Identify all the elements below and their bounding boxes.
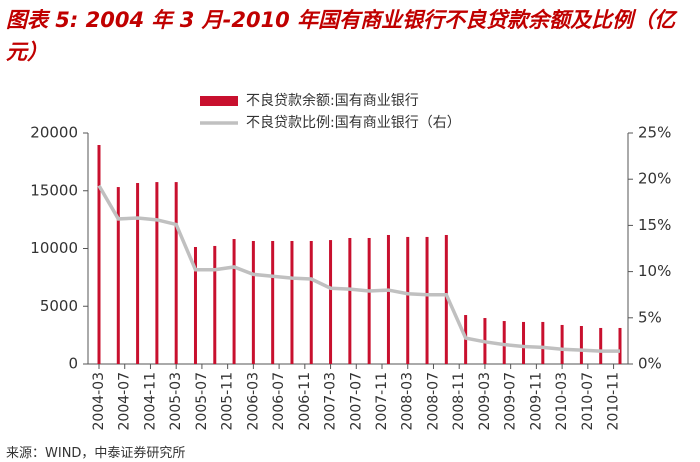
x-tick-label: 2009-11 — [528, 372, 544, 431]
chart: 0 5000 10000 15000 20000 0% 5% 10% 15% 20% 25% 2004… — [30, 92, 671, 431]
bar — [136, 183, 140, 364]
bar — [367, 237, 371, 364]
x-tick-label: 2010-03 — [554, 372, 570, 431]
source-note: 来源：WIND，中泰证券研究所 — [6, 446, 186, 461]
bar — [251, 240, 255, 364]
bar — [329, 240, 333, 364]
x-tick-label: 2004-11 — [142, 372, 158, 431]
y2-tick-label: 25% — [638, 124, 671, 142]
bar — [560, 324, 564, 364]
x-tick-label: 2007-03 — [323, 372, 339, 431]
bar — [290, 240, 294, 364]
x-tick-label: 2008-07 — [425, 372, 441, 431]
chart-title: 图表 5: 2004 年 3 月-2010 年国有商业银行不良贷款余额及比例（亿… — [6, 8, 676, 64]
legend-label: 不良贷款比例:国有商业银行（右） — [246, 115, 461, 131]
y2-tick-label: 10% — [638, 262, 671, 280]
bar — [97, 145, 101, 364]
x-tick-label: 2010-11 — [606, 372, 622, 431]
bar — [309, 240, 313, 364]
bar — [213, 245, 217, 364]
x-tick-label: 2006-11 — [297, 372, 313, 431]
bar — [541, 321, 545, 364]
bar — [502, 321, 506, 364]
x-tick-label: 2007-11 — [374, 372, 390, 431]
bar — [599, 327, 603, 364]
line-series — [97, 184, 620, 353]
y2-tick-label: 15% — [638, 216, 671, 234]
x-tick-label: 2006-03 — [245, 372, 261, 431]
y-tick-label: 5000 — [40, 297, 78, 315]
bar — [579, 326, 583, 364]
x-tick-label: 2005-03 — [168, 372, 184, 431]
x-tick-label: 2005-11 — [220, 372, 236, 431]
y2-tick-label: 0% — [638, 355, 662, 373]
bar — [232, 239, 236, 364]
bar — [522, 321, 526, 364]
y-tick-label: 20000 — [30, 124, 78, 142]
x-tick-label: 2004-07 — [117, 372, 133, 431]
bar — [271, 240, 275, 364]
bar — [406, 236, 410, 364]
x-tick-label: 2007-07 — [348, 372, 364, 431]
x-tick-label: 2008-03 — [400, 372, 416, 431]
x-tick-label: 2008-11 — [451, 372, 467, 431]
x-tick-label: 2006-07 — [271, 372, 287, 431]
x-tick-label: 2004-03 — [91, 372, 107, 431]
bar — [618, 327, 622, 364]
y-tick-label: 15000 — [30, 181, 78, 199]
x-tick-label: 2009-03 — [477, 372, 493, 431]
bar — [174, 182, 178, 364]
x-tick-label: 2010-07 — [580, 372, 596, 431]
legend-label: 不良贷款余额:国有商业银行 — [246, 92, 419, 109]
legend-swatch — [200, 96, 238, 106]
bar — [348, 237, 352, 364]
bar — [193, 246, 197, 364]
bar — [116, 187, 120, 364]
bar — [444, 234, 448, 364]
x-tick-label: 2009-07 — [503, 372, 519, 431]
y-tick-label: 10000 — [30, 239, 78, 257]
bar — [155, 182, 159, 364]
bar — [425, 236, 429, 364]
bar — [386, 234, 390, 364]
y-tick-label: 0 — [68, 355, 78, 373]
y2-tick-label: 5% — [638, 308, 662, 326]
y2-tick-label: 20% — [638, 170, 671, 188]
x-tick-label: 2005-07 — [194, 372, 210, 431]
